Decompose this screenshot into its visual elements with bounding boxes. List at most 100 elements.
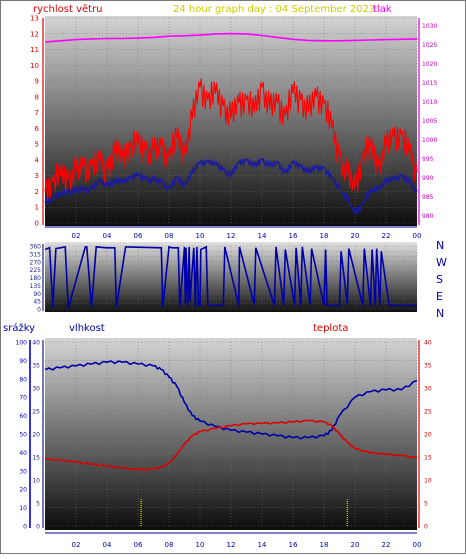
direction-y-tick: 315 xyxy=(30,251,42,258)
humidity-line xyxy=(44,360,418,440)
pressure-y-tick: 1025 xyxy=(422,42,437,49)
wind-x-tick: 20 xyxy=(351,232,360,240)
temp-y-tick: 25 xyxy=(424,409,432,416)
wind-y-tick: 3 xyxy=(35,172,39,180)
temp-left-tick: 0 xyxy=(36,524,40,531)
climate-x-tick: 18 xyxy=(320,541,329,549)
climate-x-tick: 14 xyxy=(258,541,267,549)
wind-gust-line xyxy=(44,78,418,204)
temp-left-tick: 20 xyxy=(32,432,40,439)
direction-y-tick: 225 xyxy=(30,267,42,274)
humidity-y-tick: 60 xyxy=(19,413,27,420)
humidity-y-tick: 10 xyxy=(19,505,27,512)
wind-x-tick: 00 xyxy=(413,232,422,240)
temp-y-tick: 10 xyxy=(424,478,432,485)
pressure-y-tick: 980 xyxy=(422,213,434,220)
pressure-line xyxy=(44,32,418,43)
direction-y-tick: 360 xyxy=(30,244,42,251)
wind-y-tick: 5 xyxy=(35,141,39,149)
direction-y-tick: 180 xyxy=(30,275,42,282)
temp-left-tick: 30 xyxy=(32,386,40,393)
wind-y-tick: 6 xyxy=(35,125,40,133)
wind-x-tick: 22 xyxy=(382,232,391,240)
pressure-y-tick: 985 xyxy=(422,194,434,201)
climate-x-tick: 08 xyxy=(165,541,174,549)
direction-label-n-top: N xyxy=(436,239,444,252)
temp-y-tick: 0 xyxy=(424,524,428,531)
climate-x-tick: 12 xyxy=(227,541,236,549)
pressure-y-tick: 1010 xyxy=(422,99,437,106)
humidity-y-tick: 100 xyxy=(16,340,28,347)
humidity-y-tick: 0 xyxy=(23,524,27,531)
direction-y-tick: 0 xyxy=(37,307,41,314)
direction-y-tick: 90 xyxy=(33,291,41,298)
wind-x-tick: 12 xyxy=(227,232,236,240)
direction-y-tick: 270 xyxy=(30,259,42,266)
temp-left-tick: 40 xyxy=(32,340,40,347)
temp-y-tick: 15 xyxy=(424,455,432,462)
pressure-label: tlak xyxy=(373,4,392,15)
humidity-y-tick: 70 xyxy=(19,395,27,402)
wind-y-tick: 12 xyxy=(30,30,39,38)
direction-label-e: E xyxy=(436,290,443,303)
humidity-y-tick: 40 xyxy=(19,450,27,457)
wind-speed-line xyxy=(44,157,418,216)
wind-x-tick: 08 xyxy=(165,232,174,240)
humidity-y-tick: 20 xyxy=(19,487,27,494)
wind-panel: 0123456789101112139809859909951000100510… xyxy=(30,15,437,241)
humidity-y-tick: 90 xyxy=(19,358,27,365)
temp-left-tick: 10 xyxy=(32,478,40,485)
rain-label: srážky xyxy=(3,322,35,334)
wind-x-tick: 02 xyxy=(72,232,81,240)
direction-y-tick: 135 xyxy=(30,283,42,290)
direction-label-s: S xyxy=(436,273,443,286)
temp-left-tick: 25 xyxy=(32,409,40,416)
climate-x-tick: 20 xyxy=(351,541,360,549)
wind-y-tick: 4 xyxy=(35,156,40,164)
wind-label: rychlost větru xyxy=(33,3,103,15)
wind-y-tick: 9 xyxy=(35,78,39,86)
climate-x-tick: 06 xyxy=(134,541,143,549)
wind-x-tick: 06 xyxy=(134,232,143,240)
temp-y-tick: 30 xyxy=(424,386,432,393)
direction-label-w: W xyxy=(436,256,447,269)
pressure-y-tick: 1015 xyxy=(422,80,437,87)
humidity-y-tick: 50 xyxy=(19,432,27,439)
direction-y-tick: 45 xyxy=(33,299,41,306)
pressure-y-tick: 995 xyxy=(422,156,434,163)
temp-y-tick: 35 xyxy=(424,363,432,370)
wind-x-tick: 16 xyxy=(289,232,298,240)
pressure-y-tick: 1000 xyxy=(422,137,437,144)
temp-y-tick: 40 xyxy=(424,340,432,347)
climate-x-tick: 16 xyxy=(289,541,298,549)
wind-direction-line xyxy=(44,245,417,309)
wind-y-tick: 13 xyxy=(30,15,39,23)
temp-left-tick: 5 xyxy=(36,501,40,508)
pressure-y-tick: 1005 xyxy=(422,118,437,125)
wind-y-tick: 8 xyxy=(35,93,39,101)
temp-y-tick: 5 xyxy=(424,501,428,508)
wind-y-tick: 11 xyxy=(30,46,39,54)
climate-x-tick: 02 xyxy=(72,541,81,549)
wind-y-tick: 0 xyxy=(35,220,39,228)
humidity-y-tick: 30 xyxy=(19,468,27,475)
climate-x-tick: 00 xyxy=(413,541,422,549)
humidity-label: vlhkost xyxy=(69,323,105,334)
pressure-y-tick: 990 xyxy=(422,175,434,182)
wind-x-tick: 04 xyxy=(103,232,112,240)
direction-label-n-bottom: N xyxy=(436,307,444,320)
temp-left-tick: 35 xyxy=(32,363,40,370)
wind-y-tick: 1 xyxy=(35,204,39,212)
temperature-label: teplota xyxy=(313,323,348,334)
temp-y-tick: 20 xyxy=(424,432,432,439)
wind-y-tick: 10 xyxy=(30,62,39,70)
wind-y-tick: 2 xyxy=(35,188,39,196)
climate-x-tick: 10 xyxy=(196,541,205,549)
humidity-y-tick: 80 xyxy=(19,376,27,383)
wind-y-tick: 7 xyxy=(35,109,39,117)
wind-x-tick: 14 xyxy=(258,232,267,240)
